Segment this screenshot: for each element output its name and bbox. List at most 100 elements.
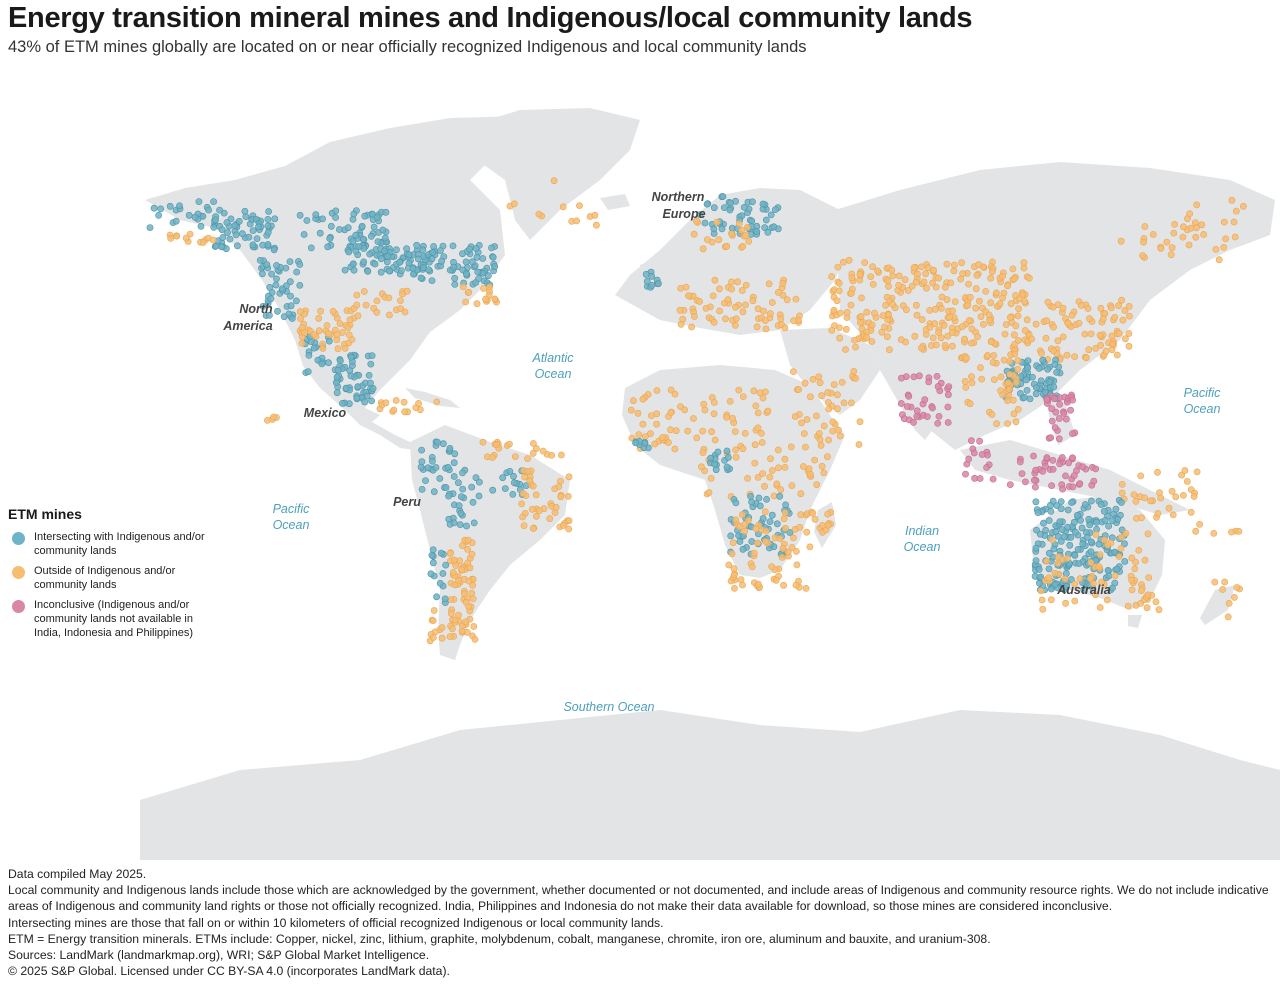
mine-dot: [1193, 201, 1201, 209]
mine-dot: [937, 334, 945, 342]
mine-dot: [732, 453, 740, 461]
mine-dot: [713, 218, 721, 226]
mine-dot: [442, 484, 450, 491]
mine-dot: [298, 339, 306, 347]
mine-dot: [307, 244, 315, 252]
mine-dot: [1224, 613, 1232, 621]
mine-dot: [532, 491, 540, 499]
mine-dot: [1220, 218, 1228, 226]
mine-dot: [1092, 465, 1100, 473]
ocean-label-indian-line2: Ocean: [904, 540, 941, 554]
mine-dot: [1051, 581, 1059, 588]
mine-dot: [690, 415, 697, 422]
mine-dot: [465, 577, 473, 585]
mine-dot: [1032, 544, 1040, 552]
mine-dot: [441, 595, 449, 603]
mine-dot: [529, 449, 537, 457]
mine-dot: [462, 270, 470, 278]
mine-dot: [753, 228, 761, 235]
mine-dot: [296, 261, 304, 268]
mine-dot: [879, 312, 887, 319]
mine-dot: [949, 342, 956, 350]
mine-dot: [1090, 477, 1098, 485]
mine-dot: [1128, 586, 1136, 594]
mine-dot: [700, 400, 708, 408]
mine-dot: [1193, 468, 1201, 476]
mine-dot: [1112, 505, 1120, 513]
mine-dot: [1051, 360, 1059, 368]
mine-dot: [1125, 330, 1133, 337]
mine-dot: [418, 485, 426, 493]
mine-dot: [1023, 386, 1031, 394]
mine-dot: [546, 515, 554, 523]
mine-dot: [1232, 207, 1240, 215]
mine-dot: [226, 235, 234, 243]
mine-dot: [1036, 530, 1044, 538]
mine-dot: [280, 313, 288, 321]
mine-dot: [1084, 305, 1092, 312]
mine-dot: [1200, 231, 1207, 238]
mine-dot: [977, 364, 984, 372]
region-label-mexico: Mexico: [304, 406, 347, 420]
mine-dot: [856, 270, 864, 278]
mine-dot: [446, 633, 454, 640]
mine-dot: [851, 336, 858, 344]
mine-dot: [806, 543, 814, 551]
mine-dot: [667, 386, 675, 394]
mine-dot: [867, 273, 875, 280]
mine-dot: [1096, 551, 1104, 558]
mine-dot: [984, 352, 991, 359]
mine-dot: [218, 243, 225, 251]
mine-dot: [224, 229, 231, 236]
mine-dot: [949, 307, 956, 315]
mine-dot: [438, 634, 446, 642]
mine-dot: [722, 315, 729, 323]
mine-dot: [1143, 604, 1151, 612]
legend-item-inconclusive: Inconclusive (Indigenous and/or communit…: [8, 598, 213, 640]
mine-dot: [218, 226, 226, 233]
mine-dot: [1080, 586, 1088, 594]
mine-dot: [735, 220, 743, 228]
mine-dot: [968, 339, 975, 347]
mine-dot: [836, 334, 844, 342]
mine-dot: [1076, 575, 1084, 583]
mine-dot: [742, 281, 750, 289]
mine-dot: [403, 287, 411, 295]
mine-dot: [835, 279, 843, 287]
mine-dot: [489, 486, 497, 494]
landmass-africa: [622, 365, 845, 578]
mine-dot: [1115, 302, 1122, 310]
mine-dot: [509, 490, 517, 498]
mine-dot: [344, 224, 352, 232]
mine-dot: [863, 308, 871, 316]
mine-dot: [312, 211, 320, 219]
mine-dot: [1230, 218, 1238, 226]
mine-dot: [926, 323, 934, 331]
mine-dots: [146, 177, 1247, 645]
ocean-label-indian: Indian: [905, 524, 939, 538]
mine-dot: [1139, 252, 1146, 260]
mine-dot: [390, 406, 398, 414]
mine-dot: [296, 308, 304, 316]
mine-dot: [288, 315, 296, 322]
mine-dot: [223, 219, 231, 226]
mine-dot: [878, 328, 886, 336]
mine-dot: [1014, 312, 1022, 320]
mine-dot: [305, 351, 313, 359]
mine-dot: [442, 561, 450, 569]
mine-dot: [935, 329, 942, 336]
mine-dot: [325, 359, 332, 367]
mine-dot: [1152, 598, 1160, 606]
mine-dot: [1055, 553, 1062, 561]
mine-dot: [653, 420, 660, 428]
mine-dot: [1025, 274, 1033, 282]
mine-dot: [459, 283, 467, 291]
mine-dot: [795, 386, 802, 393]
mine-dot: [945, 383, 953, 390]
mine-dot: [1032, 466, 1040, 474]
mine-dot: [938, 304, 945, 312]
mine-dot: [665, 439, 672, 446]
mine-dot: [1111, 313, 1119, 321]
mine-dot: [1042, 526, 1049, 534]
mine-dot: [999, 294, 1006, 302]
